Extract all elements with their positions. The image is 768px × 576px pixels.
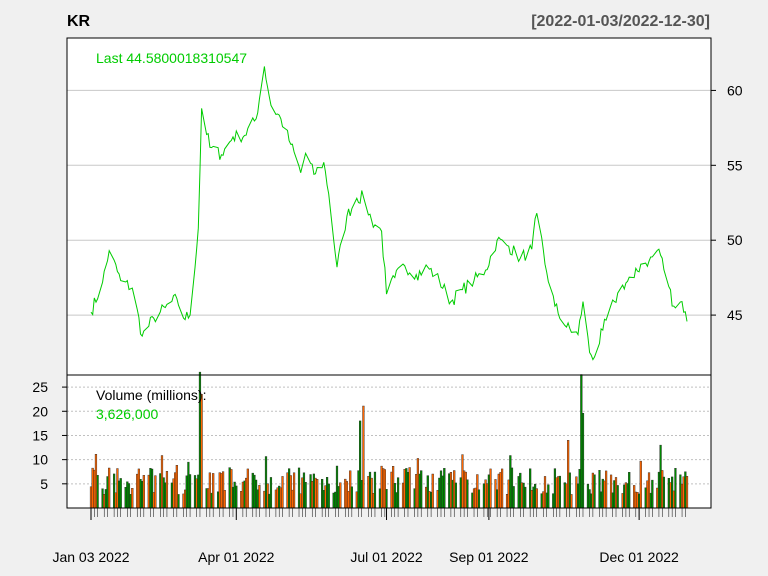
volume-title: Volume (millions):: [96, 387, 206, 403]
volume-bar: [327, 483, 330, 509]
price-grid: [67, 89, 711, 316]
volume-y-tick-label: 10: [32, 452, 48, 468]
volume-bar: [108, 467, 111, 509]
volume-bar: [616, 485, 619, 509]
volume-bar: [385, 489, 388, 509]
volume-bar: [408, 467, 411, 509]
volume-bar: [223, 490, 226, 509]
volume-bar: [454, 482, 457, 509]
volume-bar: [420, 470, 423, 509]
volume-bar: [269, 477, 273, 509]
volume-bar: [651, 479, 654, 509]
volume-bar: [489, 468, 492, 509]
x-tick-label: Sep 01 2022: [449, 549, 529, 565]
volume-bar: [154, 475, 157, 509]
volume-last-label: 3,626,000: [96, 406, 158, 422]
volume-bar: [292, 472, 296, 509]
volume-y-tick-label: 25: [32, 379, 48, 395]
volume-bar: [593, 474, 596, 509]
volume-bar: [396, 477, 400, 509]
volume-bar: [304, 482, 307, 509]
volume-bar: [362, 405, 365, 509]
volume-bar: [605, 470, 608, 509]
volume-bar: [235, 485, 238, 509]
volume-bar: [466, 479, 469, 509]
volume-bar: [339, 482, 342, 509]
x-axis-minor-ticks: [90, 508, 686, 517]
volume-bar: [246, 468, 249, 509]
volume-bar: [258, 485, 261, 509]
volume-bar: [662, 476, 665, 509]
volume-bar: [558, 475, 561, 509]
volume-y-axis: 5 10 15 20 25: [32, 379, 67, 492]
volume-bar: [316, 479, 319, 509]
volume-bar: [212, 473, 215, 509]
volume-bar: [119, 478, 122, 509]
x-tick-label: Apr 01 2022: [198, 549, 274, 565]
price-y-tick-label: 50: [727, 232, 743, 248]
price-panel-background: [67, 38, 711, 375]
volume-bar: [512, 486, 515, 509]
volume-bar: [131, 488, 134, 509]
volume-bar: [165, 471, 169, 509]
x-tick-label: Jan 03 2022: [52, 549, 129, 565]
price-series-line: [90, 66, 688, 361]
volume-bar: [501, 468, 504, 509]
volume-bar: [570, 494, 573, 509]
x-axis: Jan 03 2022 Apr 01 2022 Jul 01 2022 Sep 01 …: [52, 508, 679, 565]
volume-bar: [547, 484, 550, 509]
volume-bar: [685, 476, 689, 509]
volume-bar: [581, 413, 585, 509]
volume-bar: [142, 475, 145, 509]
price-y-tick-label: 45: [727, 307, 743, 323]
volume-bar: [477, 489, 481, 509]
symbol-title: KR: [67, 13, 91, 30]
volume-bar: [639, 460, 642, 509]
volume-bar: [524, 486, 527, 509]
price-y-tick-label: 55: [727, 157, 743, 173]
volume-y-tick-label: 15: [32, 427, 48, 443]
volume-bar: [350, 486, 353, 509]
volume-bar: [443, 468, 446, 509]
price-y-tick-label: 60: [727, 82, 743, 98]
volume-bar: [431, 473, 434, 509]
volume-bar: [628, 472, 631, 509]
volume-y-tick-label: 20: [32, 403, 48, 419]
volume-bar: [281, 476, 284, 509]
x-tick-label: Dec 01 2022: [599, 549, 679, 565]
volume-bar: [188, 474, 192, 509]
x-tick-label: Jul 01 2022: [350, 549, 423, 565]
date-range-title: [2022-01-03/2022-12-30]: [531, 13, 710, 30]
price-y-axis: 45 50 55 60: [711, 82, 743, 323]
volume-bar: [177, 494, 180, 509]
volume-bar: [373, 471, 377, 509]
volume-bar: [96, 475, 99, 509]
last-price-label: Last 44.5800018310547: [96, 50, 247, 66]
volume-bar: [674, 468, 677, 509]
volume-bar: [535, 488, 538, 509]
volume-bar: [200, 394, 203, 509]
volume-panel-border: [66, 374, 712, 509]
volume-y-tick-label: 5: [40, 476, 48, 492]
